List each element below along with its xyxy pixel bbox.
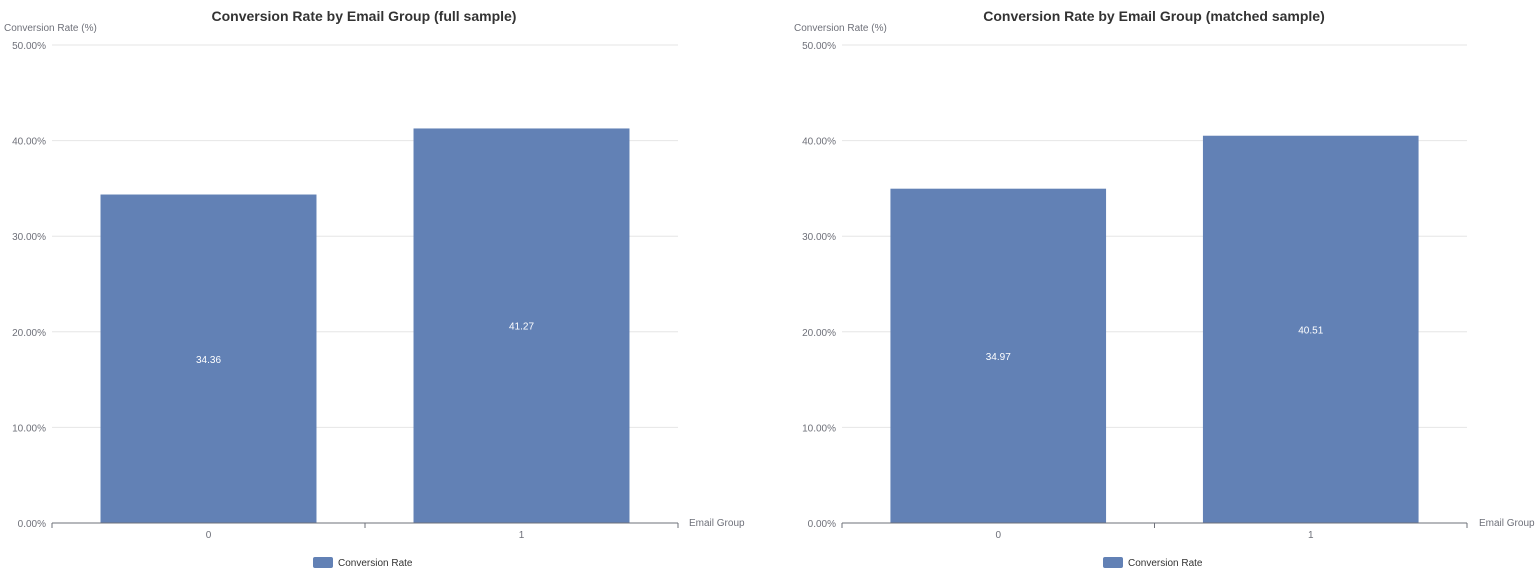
y-tick-label: 50.00% — [802, 41, 836, 52]
chart-full-sample: Conversion Rate by Email Group (full sam… — [4, 8, 745, 569]
bar-value-label: 41.27 — [509, 322, 534, 333]
legend: Conversion Rate — [313, 557, 413, 569]
bar — [890, 188, 1107, 523]
x-tick-label: 1 — [1308, 530, 1314, 541]
legend: Conversion Rate — [1103, 557, 1203, 569]
bar — [413, 128, 630, 523]
y-tick-label: 50.00% — [12, 41, 46, 52]
x-tick-label: 1 — [519, 530, 525, 541]
y-tick-label: 10.00% — [802, 423, 836, 434]
y-tick-label: 10.00% — [12, 423, 46, 434]
bar-value-label: 34.97 — [986, 352, 1011, 363]
y-axis-label: Conversion Rate (%) — [794, 23, 887, 34]
y-tick-label: 0.00% — [808, 519, 836, 530]
x-tick-label: 0 — [995, 530, 1001, 541]
bar — [100, 194, 317, 523]
chart-title: Conversion Rate by Email Group (matched … — [983, 8, 1325, 24]
chart-matched-sample: Conversion Rate by Email Group (matched … — [794, 8, 1535, 569]
bar-value-label: 40.51 — [1298, 325, 1323, 336]
y-tick-label: 20.00% — [12, 328, 46, 339]
y-tick-label: 30.00% — [802, 232, 836, 243]
y-tick-label: 20.00% — [802, 328, 836, 339]
legend-label: Conversion Rate — [1128, 558, 1203, 569]
chart-title: Conversion Rate by Email Group (full sam… — [212, 8, 517, 24]
y-tick-label: 40.00% — [802, 137, 836, 148]
x-tick-label: 0 — [206, 530, 212, 541]
y-axis-label: Conversion Rate (%) — [4, 23, 97, 34]
legend-swatch — [1103, 557, 1123, 568]
x-axis-label: Email Group — [1479, 518, 1535, 529]
y-tick-label: 30.00% — [12, 232, 46, 243]
bar-value-label: 34.36 — [196, 355, 221, 366]
bar — [1202, 135, 1419, 523]
y-tick-label: 40.00% — [12, 137, 46, 148]
y-tick-label: 0.00% — [18, 519, 46, 530]
legend-label: Conversion Rate — [338, 558, 413, 569]
legend-swatch — [313, 557, 333, 568]
x-axis-label: Email Group — [689, 518, 745, 529]
